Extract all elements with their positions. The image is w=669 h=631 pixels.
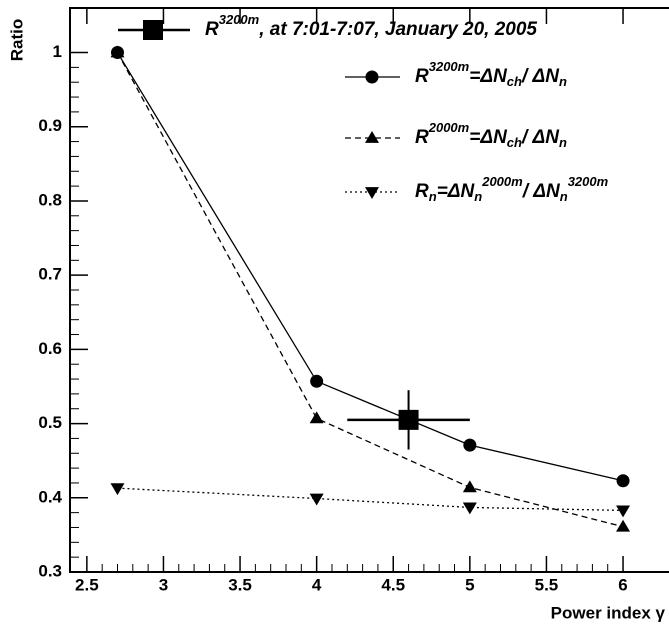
x-tick-label: 3.5 [228,575,252,594]
legend-label-part: R [205,19,219,40]
y-tick-label: 1 [53,42,62,61]
data-point [463,438,477,452]
legend-label-part: n [559,74,567,89]
x-tick-label: 2.5 [75,575,99,594]
legend-label-part: 3200m [429,59,470,74]
legend-label-part: 2000m [481,174,523,189]
legend-label-part: =ΔN [437,181,476,202]
x-tick-label: 5 [465,575,474,594]
data-point [616,519,631,532]
x-tick-label: 4.5 [381,575,405,594]
data-point [310,374,324,388]
legend-label-part: ch [507,135,522,150]
legend-label-part: n [560,189,568,204]
y-tick-label: 0.5 [38,413,62,432]
legend-label-part: =ΔN [469,66,508,87]
legend-label-part: / ΔN [521,127,560,148]
data-point [462,480,477,493]
data-point [110,483,125,496]
series-line [117,487,624,512]
legend-marker [365,70,379,84]
legend-label-part: 3200m [568,174,609,189]
data-point [616,505,631,518]
legend-label-part: R [415,66,429,87]
data-point [110,45,125,58]
data-point [309,493,324,506]
legend-label-part: n [559,135,567,150]
x-tick-label: 5.5 [535,575,559,594]
y-axis-title: Ratio [7,19,26,62]
y-tick-label: 0.4 [38,487,62,506]
legend-label-part: =ΔN [469,127,508,148]
legend-label-part: R [415,181,429,202]
y-tick-label: 0.7 [38,265,62,284]
x-tick-label: 4 [312,575,322,594]
legend-label-part: / ΔN [521,66,560,87]
data-point [309,411,324,424]
legend-label: R3200m=ΔNch/ ΔNn [415,59,567,89]
legend-label-part: 3200m [219,12,260,27]
legend-label-part: , at 7:01-7:07, January 20, 2005 [258,19,537,40]
legend-marker [143,20,163,40]
legend-label-part: ch [507,74,522,89]
plot-frame [69,7,669,573]
y-tick-label: 0.3 [38,561,62,580]
measurement-point [398,409,419,430]
legend-label-part: n [474,189,482,204]
data-point [462,502,477,515]
y-tick-label: 0.9 [38,116,62,135]
y-tick-label: 0.8 [38,190,62,209]
x-axis-title: Power index γ [551,603,666,622]
legend-label: Rn=ΔNn2000m/ ΔNn3200m [415,174,609,204]
series-line [116,52,624,528]
y-tick-label: 0.6 [38,339,62,358]
x-tick-label: 6 [618,575,627,594]
legend-marker [365,131,379,143]
x-tick-label: 3 [159,575,168,594]
legend-label: R3200m, at 7:01-7:07, January 20, 2005 [205,12,537,40]
legend-label-part: 2000m [428,120,470,135]
legend-label-part: n [429,189,437,204]
legend-label-part: R [415,127,429,148]
legend-marker [365,187,379,199]
legend-label: R2000m=ΔNch/ ΔNn [415,120,567,150]
series-line [116,52,624,482]
data-point [616,474,630,488]
legend-label-part: / ΔN [522,181,561,202]
